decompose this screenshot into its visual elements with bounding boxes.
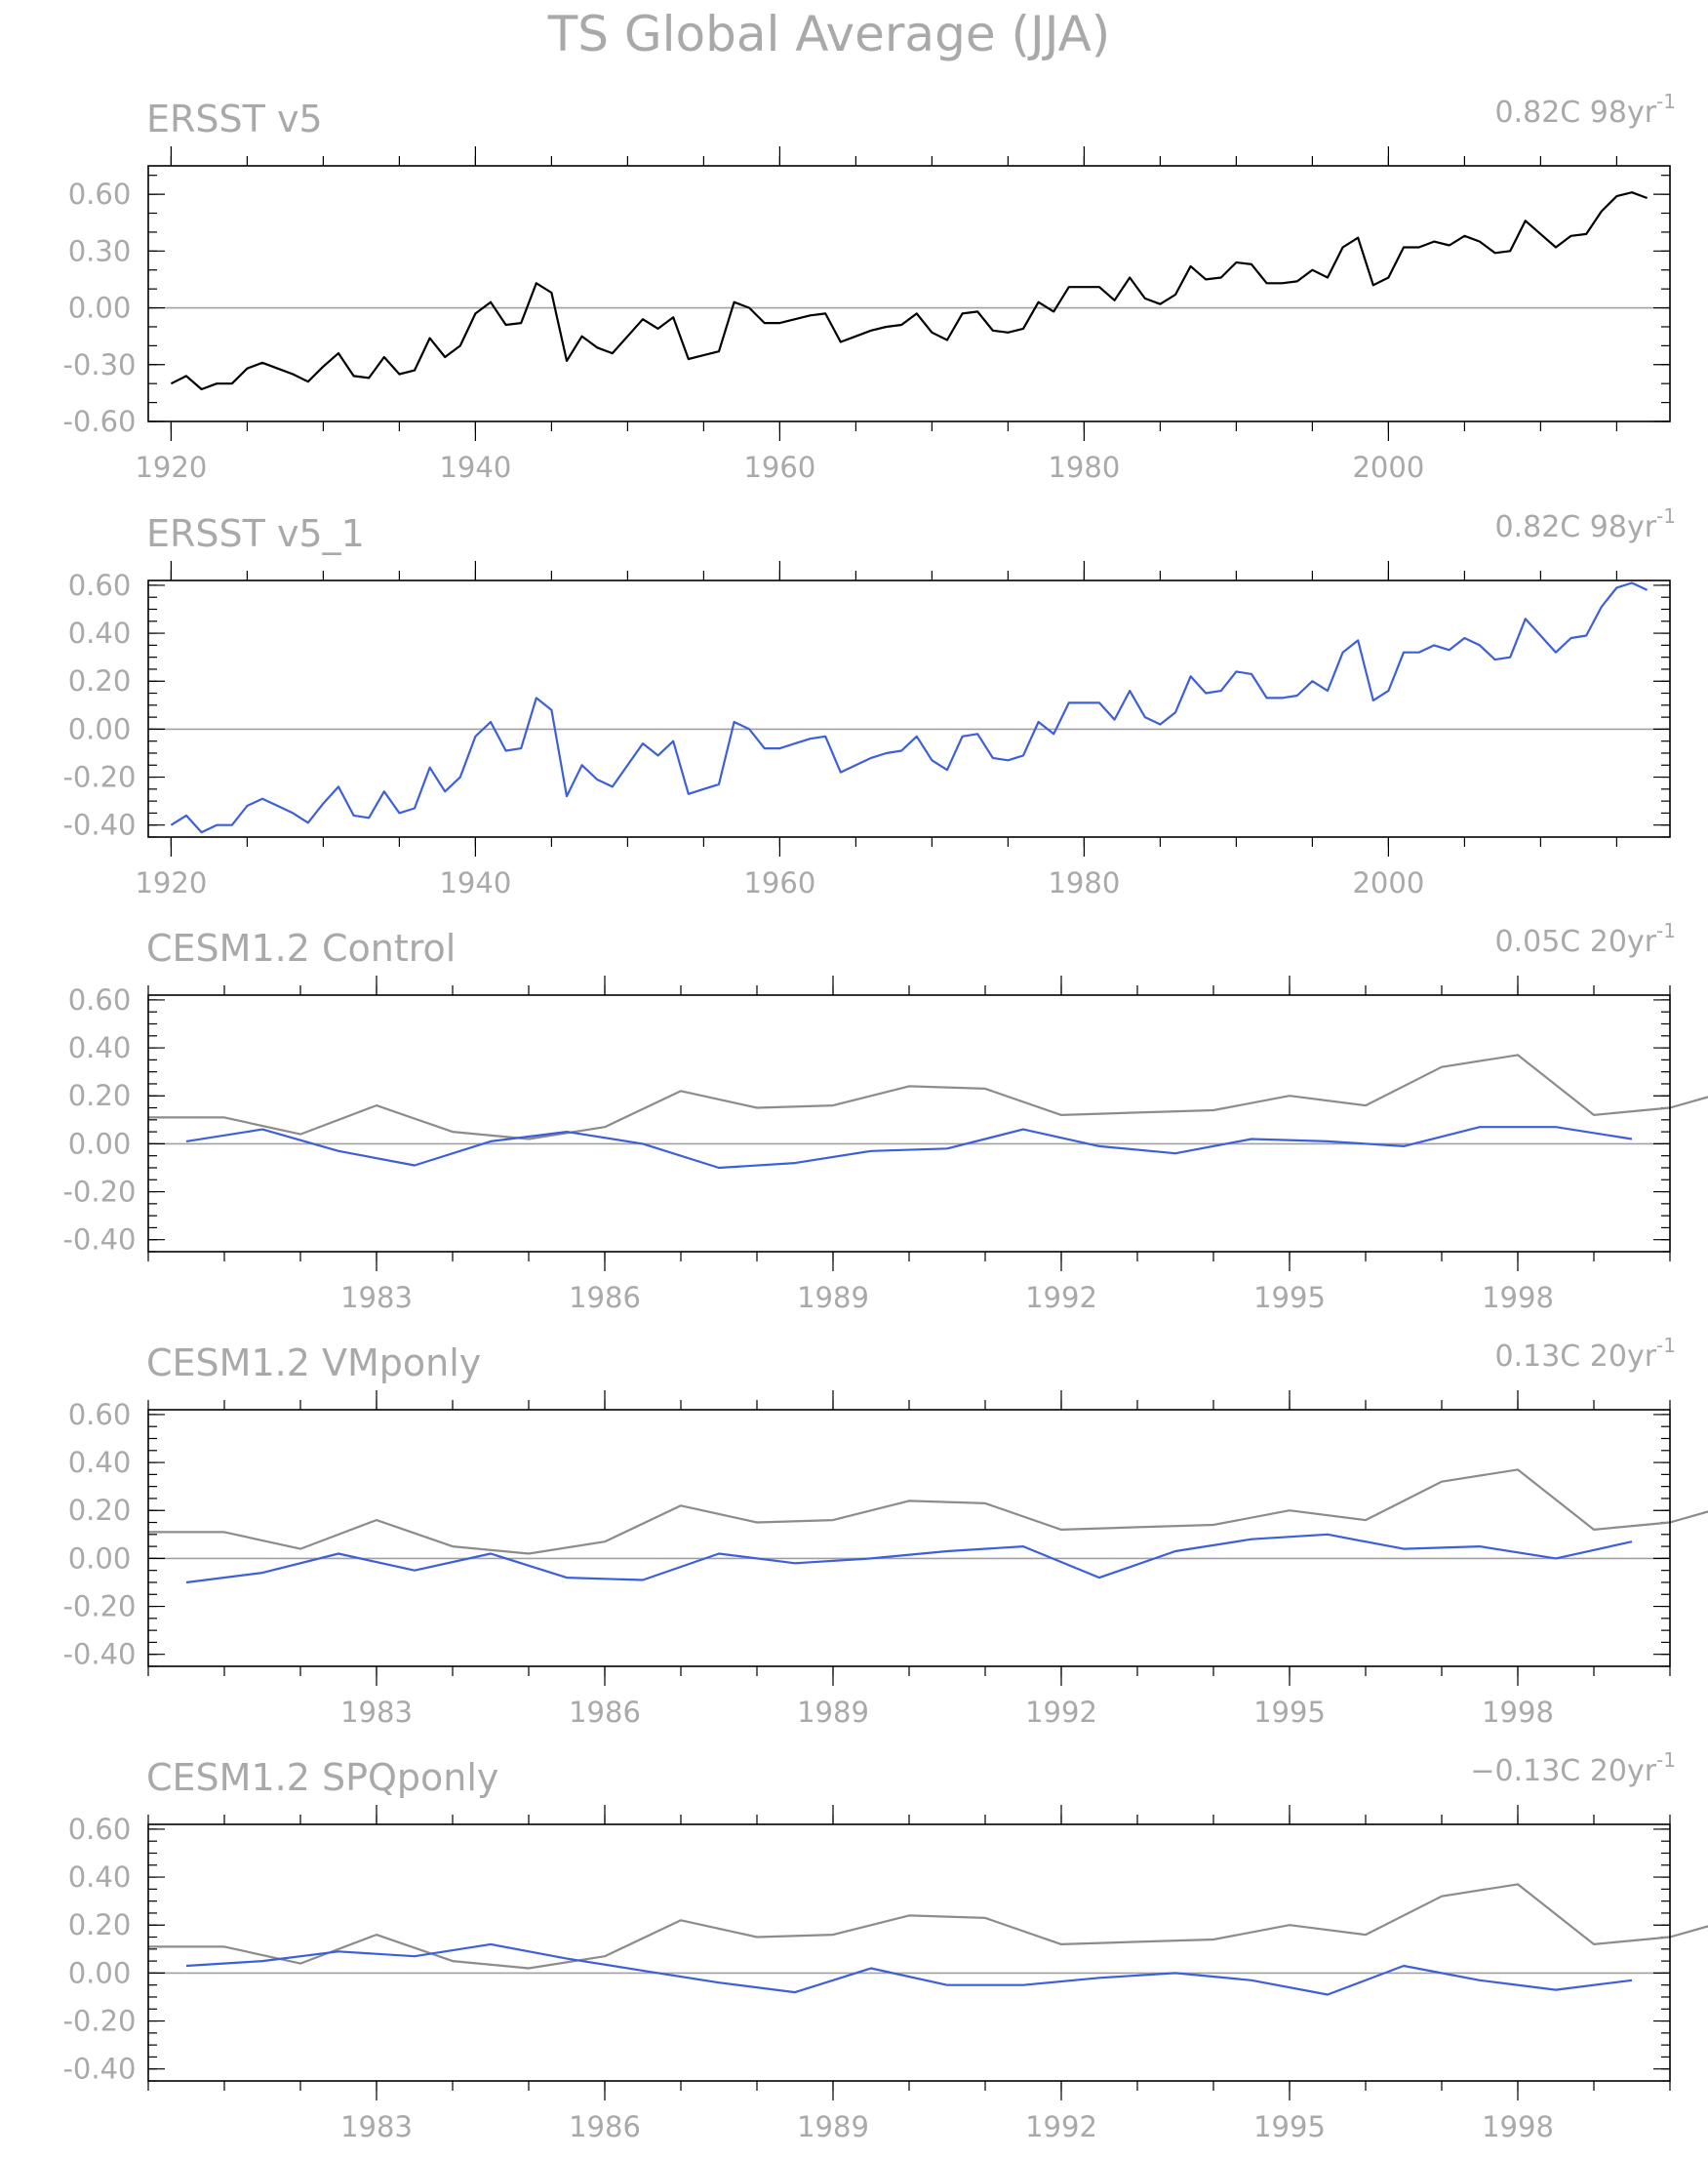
- series-line-2: [185, 1126, 1633, 1170]
- x-tick-label: 1940: [439, 451, 511, 484]
- y-tick-label: 0.40: [68, 1446, 132, 1479]
- trend-label: −0.13C 20yr-1: [1470, 1748, 1676, 1788]
- x-tick-label: 1992: [1025, 2110, 1097, 2143]
- y-tick-label: -0.40: [62, 1223, 136, 1257]
- trend-label: 0.13C 20yr-1: [1495, 1334, 1677, 1374]
- y-tick-label: -0.20: [62, 2005, 136, 2038]
- x-tick-label: 1992: [1025, 1281, 1097, 1314]
- panel-title: ERSST v5_1: [146, 512, 365, 555]
- series-line-2: [185, 1533, 1633, 1584]
- y-tick-label: 0.60: [68, 983, 132, 1017]
- panel-title: CESM1.2 Control: [146, 927, 456, 970]
- y-tick-label: 0.00: [68, 1541, 132, 1575]
- y-tick-label: 0.20: [68, 1079, 132, 1112]
- y-tick-label: -0.40: [62, 2053, 136, 2086]
- x-tick-label: 1986: [569, 2110, 641, 2143]
- x-tick-label: 1983: [340, 1281, 413, 1314]
- x-tick-label: 1983: [340, 2110, 413, 2143]
- panel-title: ERSST v5: [146, 98, 323, 140]
- panel-2: -0.40 -0.20 0.00 0.20 0.40 0.60 1920 1940 1960 19…: [62, 504, 1676, 900]
- panels: -0.60 -0.30 0.00 0.30 0.60 1920 1940 1960 1980 20…: [62, 90, 1708, 2143]
- panel-3: -0.40 -0.20 0.00 0.20 0.40 0.60 1983 1986 1989 19…: [62, 919, 1708, 1314]
- y-tick-label: 0.20: [68, 1494, 132, 1527]
- series-line-1: [170, 581, 1648, 834]
- series-line-1: [170, 191, 1648, 391]
- x-tick-label: 2000: [1352, 451, 1424, 484]
- panel-1: -0.60 -0.30 0.00 0.30 0.60 1920 1940 1960 1980 20…: [62, 90, 1676, 484]
- y-tick-label: 0.00: [68, 1956, 132, 1989]
- x-tick-label: 1995: [1253, 1281, 1326, 1314]
- series-line-2: [185, 1942, 1633, 1996]
- y-tick-label: -0.30: [62, 348, 136, 381]
- x-tick-label: 1989: [797, 2110, 869, 2143]
- series-line-1: [148, 1883, 1708, 1970]
- x-tick-label: 1998: [1482, 2110, 1554, 2143]
- series-line-1: [148, 1054, 1708, 1140]
- main-title: TS Global Average (JJA): [547, 6, 1111, 62]
- x-tick-label: 1986: [569, 1696, 641, 1729]
- y-tick-label: 0.20: [68, 664, 132, 698]
- y-tick-label: 0.60: [68, 178, 132, 211]
- trend-label: 0.82C 98yr-1: [1495, 90, 1677, 130]
- panel-5: -0.40 -0.20 0.00 0.20 0.40 0.60 1983 1986 1989 19…: [62, 1748, 1708, 2143]
- x-tick-label: 1998: [1482, 1696, 1554, 1729]
- y-tick-label: -0.20: [62, 1176, 136, 1209]
- y-tick-label: 0.30: [68, 234, 132, 267]
- x-tick-label: 1920: [135, 451, 207, 484]
- trend-label: 0.82C 98yr-1: [1495, 504, 1677, 544]
- x-tick-label: 1960: [743, 866, 815, 900]
- x-tick-label: 1989: [797, 1281, 869, 1314]
- panel-4: -0.40 -0.20 0.00 0.20 0.40 0.60 1983 1986 1989 19…: [62, 1334, 1708, 1729]
- y-tick-label: 0.40: [68, 1860, 132, 1894]
- plot-frame: [147, 1409, 1671, 1667]
- y-tick-label: -0.20: [62, 761, 136, 794]
- y-tick-label: 0.40: [68, 617, 132, 650]
- y-tick-label: 0.20: [68, 1908, 132, 1941]
- y-tick-label: 0.00: [68, 712, 132, 745]
- y-tick-label: 0.40: [68, 1031, 132, 1064]
- y-tick-label: -0.60: [62, 405, 136, 438]
- x-tick-label: 1986: [569, 1281, 641, 1314]
- panel-title: CESM1.2 VMponly: [146, 1341, 481, 1384]
- panel-title: CESM1.2 SPQponly: [146, 1756, 498, 1799]
- trend-label: 0.05C 20yr-1: [1495, 919, 1677, 959]
- y-tick-label: -0.20: [62, 1590, 136, 1623]
- x-tick-label: 1980: [1048, 866, 1120, 900]
- x-tick-label: 1989: [797, 1696, 869, 1729]
- y-tick-label: 0.60: [68, 569, 132, 602]
- x-tick-label: 1980: [1048, 451, 1120, 484]
- y-tick-label: 0.60: [68, 1813, 132, 1846]
- x-tick-label: 1995: [1253, 2110, 1326, 2143]
- x-tick-label: 1983: [340, 1696, 413, 1729]
- y-tick-label: 0.00: [68, 292, 132, 325]
- y-tick-label: -0.40: [62, 1638, 136, 1671]
- plot-frame: [147, 994, 1671, 1253]
- plot-frame: [147, 165, 1671, 422]
- x-tick-label: 1998: [1482, 1281, 1554, 1314]
- x-tick-label: 1960: [743, 451, 815, 484]
- y-tick-label: -0.40: [62, 809, 136, 842]
- x-tick-label: 1992: [1025, 1696, 1097, 1729]
- y-tick-label: 0.00: [68, 1127, 132, 1160]
- plot-frame: [147, 580, 1671, 838]
- series-line-1: [148, 1468, 1708, 1555]
- x-tick-label: 1940: [439, 866, 511, 900]
- x-tick-label: 1995: [1253, 1696, 1326, 1729]
- plot-frame: [147, 1823, 1671, 2082]
- x-tick-label: 1920: [135, 866, 207, 900]
- y-tick-label: 0.60: [68, 1398, 132, 1431]
- x-tick-label: 2000: [1352, 866, 1424, 900]
